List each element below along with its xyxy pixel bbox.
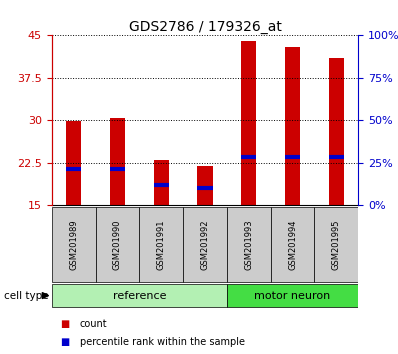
Text: GSM201991: GSM201991: [157, 219, 166, 269]
Text: GSM201992: GSM201992: [201, 219, 209, 269]
Bar: [314, 207, 358, 282]
Bar: [227, 285, 358, 307]
Text: GSM201993: GSM201993: [244, 219, 253, 270]
Text: count: count: [80, 319, 107, 329]
Title: GDS2786 / 179326_at: GDS2786 / 179326_at: [129, 21, 281, 34]
Bar: [227, 207, 271, 282]
Text: GSM201989: GSM201989: [69, 219, 78, 270]
Bar: [271, 207, 314, 282]
Text: motor neuron: motor neuron: [254, 291, 331, 301]
Text: GSM201990: GSM201990: [113, 219, 122, 269]
Bar: [154, 160, 169, 205]
Text: ■: ■: [60, 337, 69, 348]
Text: GSM201995: GSM201995: [332, 219, 341, 269]
Text: reference: reference: [113, 291, 166, 301]
Bar: [329, 58, 344, 205]
Text: GSM201994: GSM201994: [288, 219, 297, 269]
Bar: [183, 207, 227, 282]
Bar: [241, 41, 256, 205]
Bar: [66, 121, 81, 205]
Bar: [110, 118, 125, 205]
Bar: [285, 47, 300, 205]
Bar: [52, 285, 227, 307]
Text: percentile rank within the sample: percentile rank within the sample: [80, 337, 245, 348]
Bar: [52, 207, 96, 282]
Bar: [197, 166, 213, 205]
Bar: [139, 207, 183, 282]
Text: ■: ■: [60, 319, 69, 329]
Text: cell type: cell type: [4, 291, 49, 301]
Bar: [96, 207, 139, 282]
